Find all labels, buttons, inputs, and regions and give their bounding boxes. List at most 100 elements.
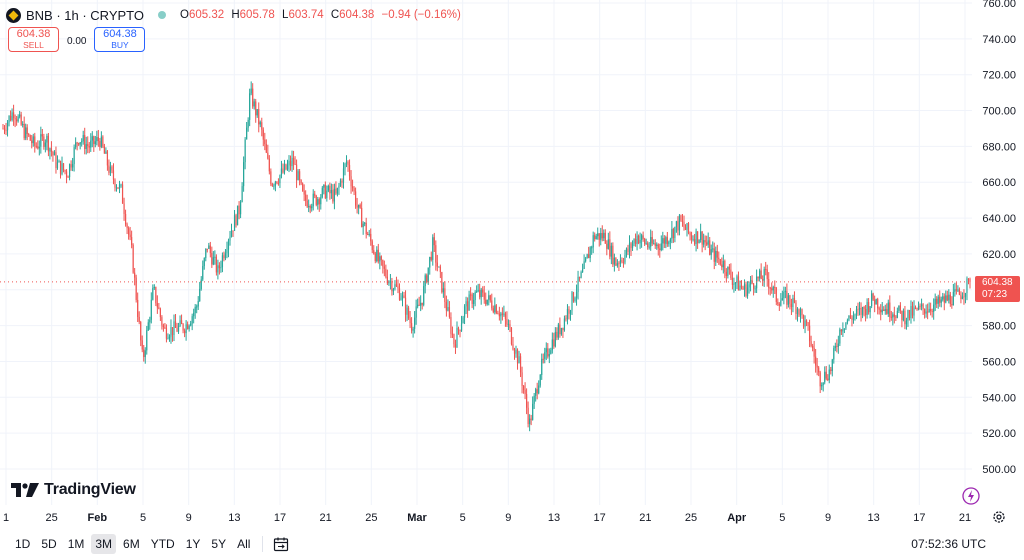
candle-body — [129, 234, 131, 238]
candle-body — [663, 238, 665, 244]
candle-body — [179, 320, 181, 326]
candle-body — [905, 320, 908, 325]
symbol-header[interactable]: BNB · 1h · CRYPTO O605.32 H605.78 L603.7… — [6, 6, 465, 24]
candle-body — [439, 266, 441, 272]
range-6m[interactable]: 6M — [123, 537, 140, 551]
candle-body — [211, 252, 213, 265]
candle-body — [922, 304, 924, 309]
range-1y[interactable]: 1Y — [185, 537, 201, 551]
candle-body — [495, 305, 497, 314]
candle-body — [630, 243, 632, 249]
candle-body — [494, 305, 496, 313]
candle-body — [633, 238, 635, 244]
range-5d[interactable]: 5D — [41, 537, 57, 551]
range-5y[interactable]: 5Y — [211, 537, 227, 551]
candle-body — [374, 253, 376, 262]
candle-body — [135, 277, 137, 300]
candle-body — [911, 306, 914, 316]
candle-body — [731, 277, 734, 285]
candle-body — [8, 115, 10, 123]
x-tick-label: Mar — [407, 512, 427, 524]
candle-body — [830, 369, 832, 371]
candle-body — [662, 238, 664, 244]
sell-button[interactable]: 604.38 SELL — [8, 27, 59, 52]
candle-body — [232, 230, 234, 232]
candle-body — [491, 300, 493, 309]
candle-body — [121, 184, 124, 204]
candle-body — [825, 371, 827, 379]
candle-body — [510, 327, 513, 345]
candle-body — [190, 323, 192, 326]
candle-body — [205, 248, 207, 259]
symbol-title: BNB · 1h · CRYPTO — [26, 7, 144, 23]
candle-body — [191, 316, 193, 324]
candle-body — [200, 279, 202, 289]
candle-body — [100, 136, 102, 147]
candle-body — [118, 184, 121, 189]
candle-body — [480, 289, 482, 298]
range-3m[interactable]: 3M — [91, 534, 117, 554]
candle-body — [681, 220, 684, 223]
candle-body — [288, 160, 290, 166]
candle-body — [124, 213, 127, 225]
low-value: 603.74 — [288, 9, 324, 21]
candle-body — [280, 168, 283, 176]
range-ytd[interactable]: YTD — [150, 537, 175, 551]
candle-body — [317, 199, 319, 205]
candle-body — [435, 245, 437, 263]
candle-body — [471, 294, 473, 304]
price-chart[interactable]: 500.00520.00540.00560.00580.00600.00620.… — [0, 0, 1024, 530]
candle-body — [273, 185, 275, 187]
bnb-coin-icon — [6, 7, 21, 23]
candle-body — [842, 329, 844, 332]
candle-body — [382, 259, 384, 267]
calendar-range-icon[interactable] — [273, 536, 289, 552]
candle-body — [295, 164, 298, 181]
lightning-icon[interactable] — [962, 487, 980, 505]
candle-body — [442, 288, 444, 293]
candle-body — [417, 304, 419, 307]
candle-body — [199, 288, 201, 302]
candle-body — [659, 248, 661, 250]
candle-body — [631, 243, 634, 249]
candle-body — [677, 221, 679, 231]
x-tick-label: 25 — [685, 512, 697, 524]
settings-gear-icon[interactable] — [992, 510, 1006, 524]
candle-body — [621, 260, 623, 262]
candle-body — [479, 290, 481, 298]
tradingview-logo[interactable]: TradingView — [11, 481, 136, 499]
candle-body — [547, 348, 549, 357]
candle-body — [855, 309, 858, 315]
candle-body — [391, 281, 393, 292]
x-tick-label: 25 — [365, 512, 377, 524]
candle-body — [180, 320, 183, 325]
candle-body — [852, 315, 855, 320]
candle-body — [353, 188, 355, 192]
candle-body — [35, 145, 37, 147]
utc-clock[interactable]: 07:52:36 UTC — [911, 537, 986, 551]
candle-body — [836, 346, 838, 348]
candle-body — [737, 276, 740, 291]
range-1d[interactable]: 1D — [15, 537, 31, 551]
candle-body — [97, 137, 99, 142]
candle-body — [849, 315, 852, 318]
range-all[interactable]: All — [237, 537, 251, 551]
candle-body — [462, 317, 464, 324]
candle-body — [215, 256, 217, 273]
candle-body — [628, 243, 631, 252]
candle-body — [518, 356, 520, 364]
candle-body — [498, 313, 500, 317]
candle-body — [252, 88, 254, 107]
candle-body — [641, 235, 643, 240]
sell-label: SELL — [23, 40, 44, 50]
candle-body — [173, 321, 175, 335]
y-tick-label: 660.00 — [982, 177, 1016, 189]
candle-body — [816, 365, 818, 368]
candle-body — [536, 389, 538, 394]
range-1m[interactable]: 1M — [67, 537, 85, 551]
y-tick-label: 700.00 — [982, 106, 1016, 118]
buy-button[interactable]: 604.38 BUY — [94, 27, 146, 52]
candle-body — [109, 166, 112, 173]
candle-body — [660, 243, 662, 250]
candle-body — [887, 302, 889, 314]
